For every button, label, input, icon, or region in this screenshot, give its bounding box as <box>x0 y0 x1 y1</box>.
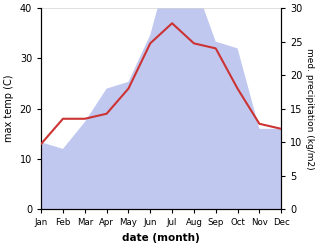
Y-axis label: max temp (C): max temp (C) <box>4 75 14 143</box>
X-axis label: date (month): date (month) <box>122 233 200 243</box>
Y-axis label: med. precipitation (kg/m2): med. precipitation (kg/m2) <box>305 48 314 169</box>
